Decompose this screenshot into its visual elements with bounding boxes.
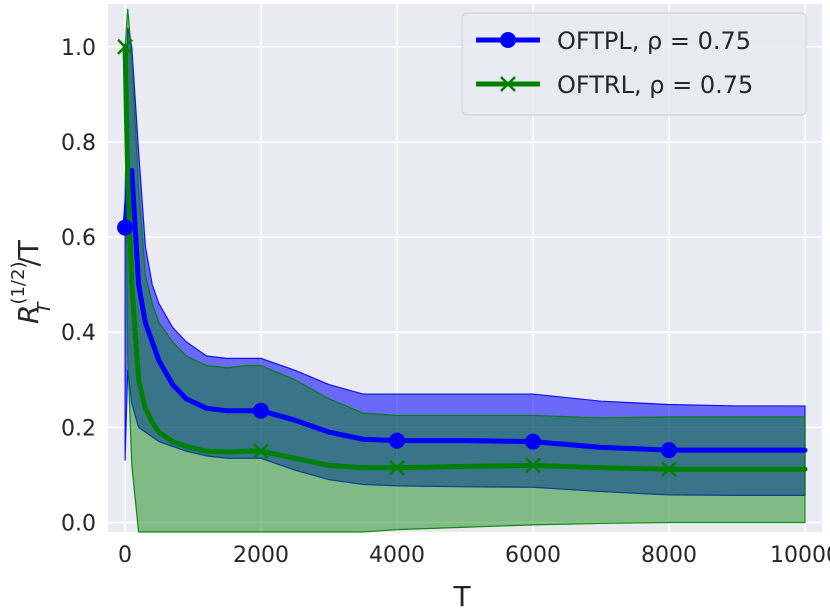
oftpl-marker bbox=[117, 219, 134, 236]
oftpl-marker bbox=[661, 442, 677, 459]
y-label-sub: T bbox=[34, 301, 55, 314]
legend-label-oftpl: OFTPL, ρ = 0.75 bbox=[557, 27, 751, 55]
y-tick-label: 0.6 bbox=[61, 226, 96, 251]
oftpl-marker bbox=[525, 433, 541, 450]
series-lines bbox=[122, 44, 808, 472]
legend-marker-oftpl bbox=[500, 32, 516, 48]
y-tick-label: 0.0 bbox=[61, 511, 96, 536]
legend-label-oftrl: OFTRL, ρ = 0.75 bbox=[557, 71, 753, 99]
y-axis-label: R(1/2) T/T bbox=[8, 239, 55, 324]
oftrl-marker bbox=[661, 461, 677, 478]
y-label-sup: (1/2) bbox=[8, 262, 29, 305]
y-label-tail: /T bbox=[12, 239, 45, 266]
x-tick-label: 2000 bbox=[233, 543, 289, 568]
legend: OFTPL, ρ = 0.75 OFTRL, ρ = 0.75 bbox=[461, 12, 807, 116]
y-tick-label: 0.8 bbox=[61, 131, 96, 156]
y-tick-label: 0.4 bbox=[61, 321, 96, 346]
oftrl-marker bbox=[525, 457, 541, 474]
oftrl-marker bbox=[389, 459, 405, 476]
oftrl-marker bbox=[253, 443, 269, 460]
x-tick-label: 8000 bbox=[641, 543, 697, 568]
x-tick-label: 6000 bbox=[505, 543, 561, 568]
oftrl-line bbox=[122, 44, 808, 472]
oftpl-line bbox=[122, 167, 808, 453]
x-tick-label: 4000 bbox=[369, 543, 425, 568]
svg-text:R(1/2)T/T: R(1/2) T/T bbox=[8, 239, 55, 324]
oftrl-marker bbox=[117, 38, 133, 55]
oftpl-marker bbox=[389, 432, 405, 449]
oftpl-marker bbox=[253, 402, 269, 419]
x-tick-label: 0 bbox=[118, 543, 132, 568]
oftrl-band bbox=[124, 8, 806, 533]
y-label-base: R bbox=[12, 305, 45, 324]
confidence-bands bbox=[124, 8, 806, 533]
y-tick-label: 1.0 bbox=[61, 36, 96, 61]
series-markers bbox=[117, 38, 677, 478]
legend-box bbox=[461, 12, 807, 116]
legend-marker-oftrl bbox=[500, 76, 516, 92]
y-tick-label: 0.2 bbox=[61, 416, 96, 441]
x-axis-label: T bbox=[452, 580, 471, 613]
